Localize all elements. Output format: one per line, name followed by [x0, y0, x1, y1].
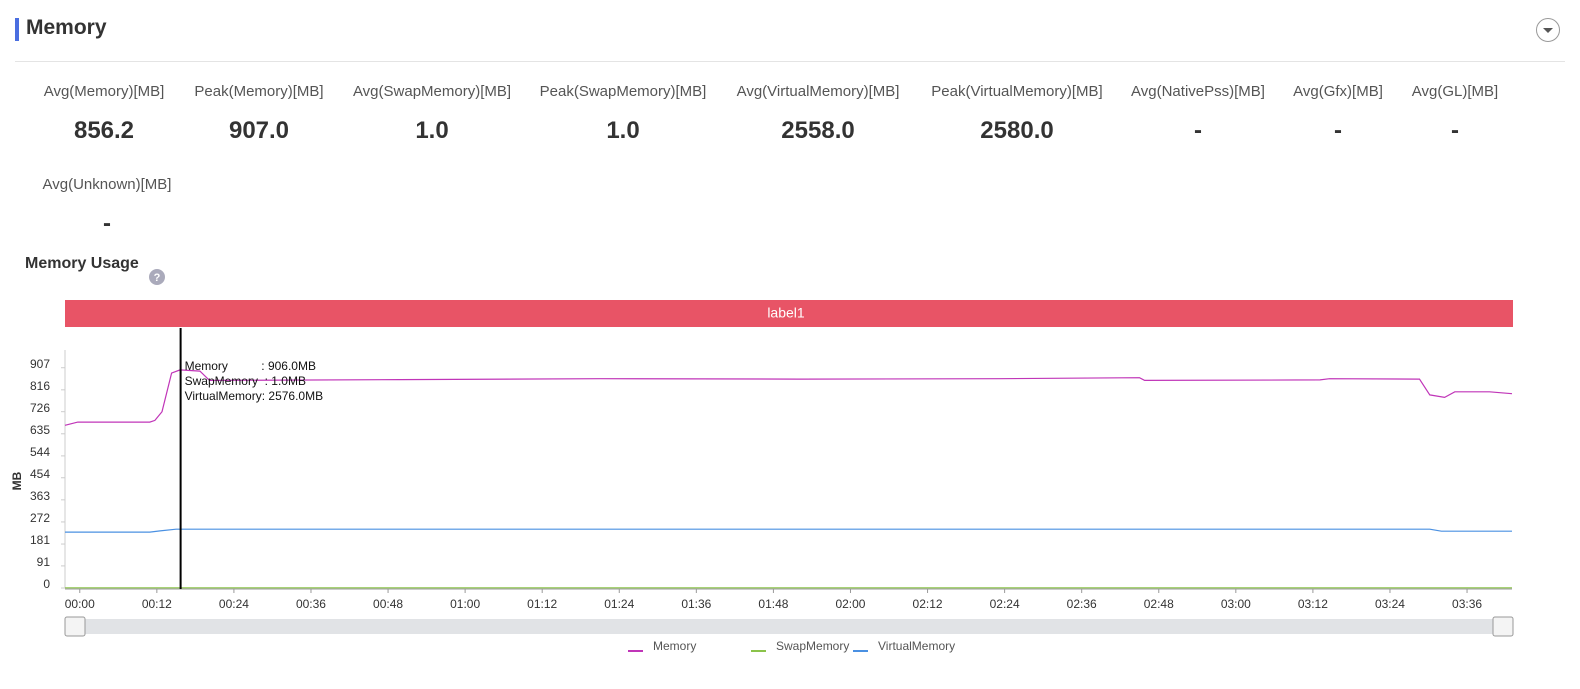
x-tick-label: 03:00: [1221, 597, 1251, 611]
slider-handle[interactable]: [64, 616, 86, 637]
y-tick-label: 635: [30, 423, 50, 437]
x-tick-label: 00:48: [373, 597, 403, 611]
x-tick-label: 00:12: [142, 597, 172, 611]
stat-value: -: [1451, 117, 1459, 144]
legend-label: SwapMemory: [776, 639, 849, 653]
y-tick-label: 272: [30, 511, 50, 525]
label-band: [65, 300, 1513, 327]
stat-value: 1.0: [415, 117, 449, 144]
y-axis-title: MB: [10, 471, 24, 490]
stat-label: Peak(SwapMemory)[MB]: [539, 83, 707, 100]
series-line: [64, 369, 1513, 426]
title-accent: [15, 18, 19, 41]
stat-label: Avg(GL)[MB]: [1411, 83, 1499, 100]
x-tick-label: 03:12: [1298, 597, 1328, 611]
x-tick-label: 02:48: [1144, 597, 1174, 611]
x-tick-label: 01:00: [450, 597, 480, 611]
stat-value: 2580.0: [980, 117, 1054, 144]
stat-value: -: [1334, 117, 1342, 144]
y-tick-label: 907: [30, 357, 50, 371]
y-tick-label: 0: [43, 577, 50, 591]
stat-value: -: [1194, 117, 1202, 144]
stat-value: 907.0: [228, 117, 290, 144]
help-mark: ?: [154, 272, 161, 284]
stat-label: Peak(Memory)[MB]: [194, 83, 324, 100]
x-tick-label: 03:24: [1375, 597, 1405, 611]
chart-title: Memory Usage: [25, 255, 139, 272]
y-tick-label: 363: [30, 489, 50, 503]
x-tick-label: 02:24: [990, 597, 1020, 611]
stat-label: Avg(NativePss)[MB]: [1131, 83, 1265, 100]
x-tick-label: 02:12: [913, 597, 943, 611]
y-tick-label: 454: [30, 467, 50, 481]
legend-label: VirtualMemory: [878, 639, 955, 653]
x-tick-label: 01:36: [681, 597, 711, 611]
stat-value: -: [103, 210, 111, 237]
zoom-slider[interactable]: [65, 619, 1513, 634]
x-tick-label: 03:36: [1452, 597, 1482, 611]
stat-label: Avg(SwapMemory)[MB]: [352, 83, 512, 100]
stat-value: 856.2: [73, 117, 135, 144]
stat-label: Avg(Unknown)[MB]: [42, 176, 172, 193]
x-tick-label: 00:00: [65, 597, 95, 611]
legend-label: Memory: [653, 639, 696, 653]
toggle-icon: [1543, 28, 1553, 33]
x-tick-label: 00:36: [296, 597, 326, 611]
x-tick-label: 01:48: [758, 597, 788, 611]
tooltip-line: SwapMemory : 1.0MB: [185, 374, 306, 388]
tooltip-line: VirtualMemory: 2576.0MB: [185, 389, 324, 403]
x-tick-label: 02:00: [835, 597, 865, 611]
stat-value: 2558.0: [781, 117, 855, 144]
y-tick-label: 726: [30, 401, 50, 415]
stat-label: Avg(Gfx)[MB]: [1293, 83, 1383, 100]
x-tick-label: 01:12: [527, 597, 557, 611]
slider-handle[interactable]: [1492, 616, 1514, 637]
chart: Memory Usage ? label1 MB 0 91 181 272 363 454…: [10, 255, 1514, 653]
x-tick-label: 02:36: [1067, 597, 1097, 611]
stat-label: Peak(VirtualMemory)[MB]: [931, 83, 1103, 100]
tooltip-line: Memory : 906.0MB: [185, 359, 316, 373]
x-tick-label: 01:24: [604, 597, 634, 611]
y-tick-label: 816: [30, 379, 50, 393]
collapse-button[interactable]: [1536, 18, 1560, 42]
help-icon[interactable]: [149, 269, 165, 285]
y-tick-label: 91: [37, 555, 51, 569]
divider: [15, 61, 1565, 62]
x-tick-label: 00:24: [219, 597, 249, 611]
y-tick-label: 181: [30, 533, 50, 547]
stat-value: 1.0: [606, 117, 640, 144]
band-label: label1: [767, 305, 805, 321]
stat-label: Avg(Memory)[MB]: [43, 83, 165, 100]
section-title: Memory: [26, 16, 107, 39]
stat-label: Avg(VirtualMemory)[MB]: [736, 83, 900, 100]
series-line: [65, 528, 1512, 533]
y-tick-label: 544: [30, 445, 50, 459]
